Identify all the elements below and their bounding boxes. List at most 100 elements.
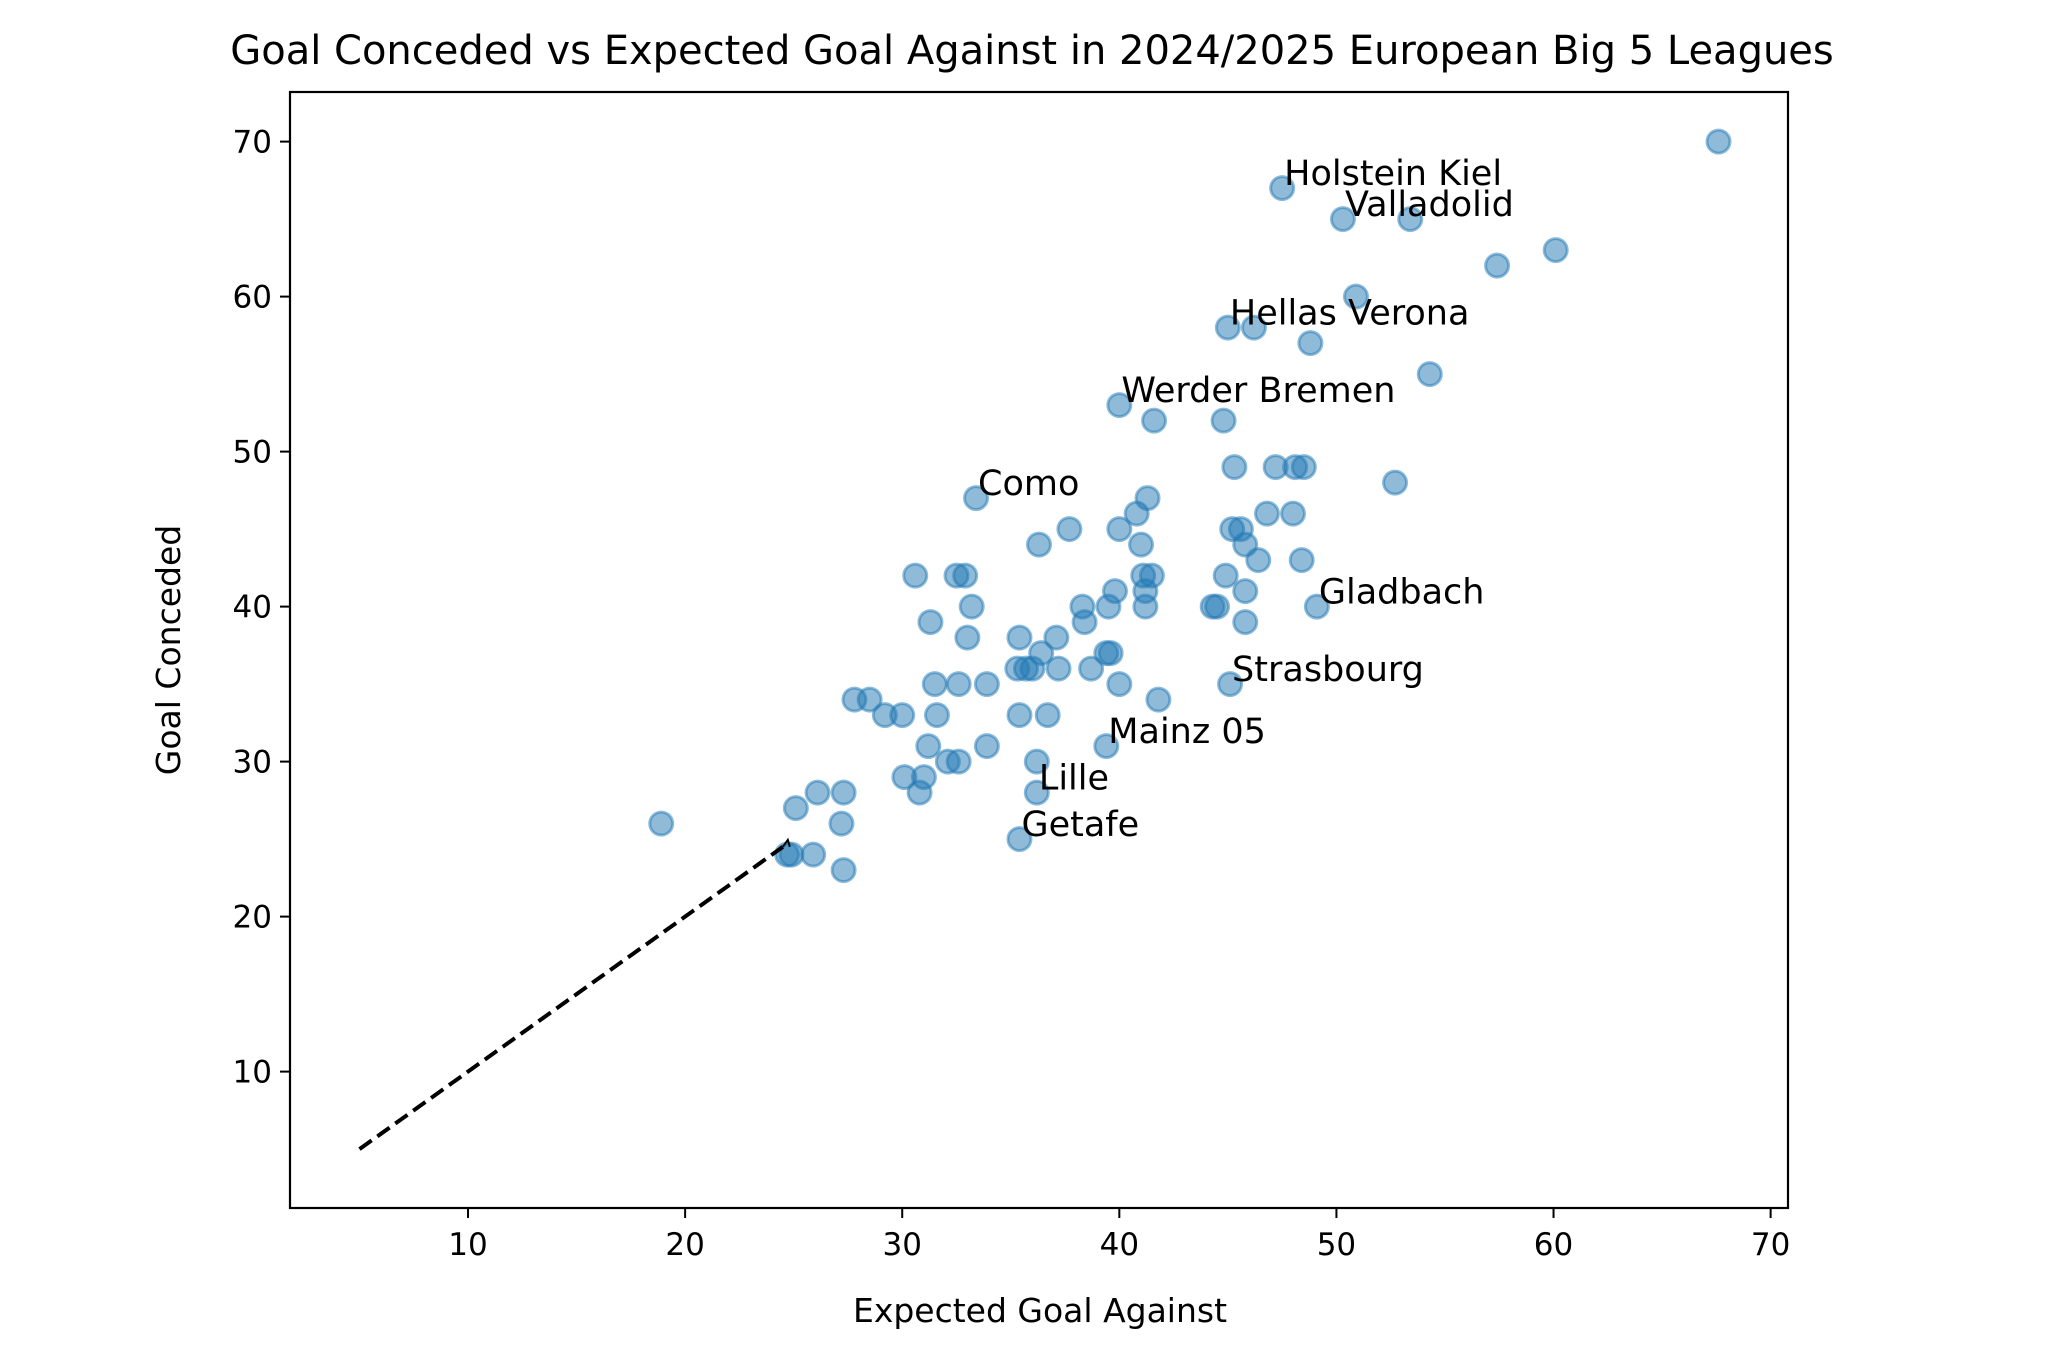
data-point xyxy=(1484,252,1511,279)
data-point xyxy=(954,624,981,651)
data-point xyxy=(1026,531,1052,558)
y-tick-label: 20 xyxy=(233,900,272,936)
data-point xyxy=(1210,407,1237,434)
x-axis-ticks: 10 20 30 40 50 60 70 xyxy=(448,1208,1790,1263)
y-tick-label: 30 xyxy=(233,745,272,781)
x-tick-label: 70 xyxy=(1751,1227,1790,1263)
data-point xyxy=(1416,361,1443,388)
data-point xyxy=(1132,593,1159,620)
data-point xyxy=(1212,562,1239,589)
data-point xyxy=(1141,407,1168,434)
data-point xyxy=(1106,516,1133,543)
data-point xyxy=(828,810,855,837)
data-point xyxy=(1006,624,1033,651)
data-point xyxy=(917,609,944,636)
annotation-label: Werder Bremen xyxy=(1121,371,1395,411)
chart-title: Goal Conceded vs Expected Goal Against i… xyxy=(230,28,1834,74)
y-tick-label: 50 xyxy=(233,435,272,471)
data-point xyxy=(1019,655,1046,682)
data-point xyxy=(1214,314,1241,341)
x-axis-label: Expected Goal Against xyxy=(853,1291,1227,1330)
data-point xyxy=(1056,516,1083,543)
y-tick-label: 40 xyxy=(233,590,272,626)
y-axis-label: Goal Conceded xyxy=(149,525,188,775)
data-point xyxy=(1342,283,1369,310)
annotation-label: Strasbourg xyxy=(1232,650,1424,690)
data-point xyxy=(973,733,1000,760)
data-point xyxy=(1145,686,1172,713)
data-point xyxy=(1204,593,1231,620)
data-point xyxy=(1106,392,1133,419)
data-point xyxy=(945,671,972,698)
data-point xyxy=(921,671,948,698)
reference-line-group xyxy=(358,837,791,1151)
data-point xyxy=(1705,128,1732,155)
data-point xyxy=(1078,655,1105,682)
data-point xyxy=(1123,500,1150,527)
annotation-label: Holstein Kiel xyxy=(1284,154,1502,194)
data-point xyxy=(1006,702,1033,729)
data-point xyxy=(1034,702,1061,729)
reference-line xyxy=(358,845,784,1151)
data-point xyxy=(1240,314,1267,341)
data-point xyxy=(1071,609,1098,636)
data-point xyxy=(963,485,990,512)
data-point xyxy=(800,841,827,868)
x-tick-label: 40 xyxy=(1100,1227,1139,1263)
annotation-label: Como xyxy=(978,464,1079,504)
x-tick-label: 30 xyxy=(882,1227,921,1263)
annotation-label: Hellas Verona xyxy=(1230,294,1470,334)
data-point xyxy=(1245,547,1272,574)
data-point xyxy=(1232,609,1259,636)
data-point xyxy=(945,748,972,775)
y-tick-label: 10 xyxy=(233,1055,272,1091)
data-point xyxy=(973,671,1000,698)
data-point xyxy=(1097,640,1124,667)
data-point xyxy=(1095,593,1122,620)
data-point xyxy=(906,779,933,806)
data-point xyxy=(830,779,857,806)
data-point xyxy=(889,702,916,729)
data-point xyxy=(804,779,831,806)
data-point xyxy=(902,562,929,589)
data-point xyxy=(1288,547,1315,574)
data-point xyxy=(1329,206,1356,233)
data-point xyxy=(648,810,675,837)
annotation-label: Getafe xyxy=(1021,805,1139,845)
data-point xyxy=(1023,748,1050,775)
data-point xyxy=(1232,578,1259,605)
x-tick-label: 20 xyxy=(665,1227,704,1263)
data-point xyxy=(1128,531,1155,558)
y-axis-ticks: 10 20 30 40 50 60 70 xyxy=(233,125,290,1091)
reference-line-tip xyxy=(782,837,791,848)
data-point xyxy=(952,562,979,589)
data-point xyxy=(1269,175,1296,202)
data-point xyxy=(1106,671,1133,698)
annotation-label: Valladolid xyxy=(1345,185,1514,225)
data-point xyxy=(1023,779,1050,806)
data-point xyxy=(1382,469,1409,496)
data-point xyxy=(1093,733,1120,760)
data-point xyxy=(1303,593,1330,620)
x-tick-label: 50 xyxy=(1317,1227,1356,1263)
y-tick-label: 60 xyxy=(233,280,272,316)
data-point xyxy=(1045,655,1072,682)
annotation-label: Lille xyxy=(1039,759,1109,799)
data-point xyxy=(856,686,883,713)
x-tick-label: 60 xyxy=(1534,1227,1573,1263)
data-point xyxy=(923,702,950,729)
data-point xyxy=(1397,206,1424,233)
data-point xyxy=(1297,330,1324,357)
annotation-label: Mainz 05 xyxy=(1108,712,1266,752)
data-point xyxy=(1542,237,1569,264)
data-point xyxy=(1217,671,1244,698)
data-points xyxy=(648,128,1732,884)
data-point xyxy=(1043,624,1070,651)
annotation-label: Gladbach xyxy=(1319,573,1485,613)
plot-area-frame xyxy=(288,90,1790,1210)
data-point xyxy=(915,733,942,760)
y-tick-label: 70 xyxy=(233,125,272,161)
data-point xyxy=(1280,500,1307,527)
